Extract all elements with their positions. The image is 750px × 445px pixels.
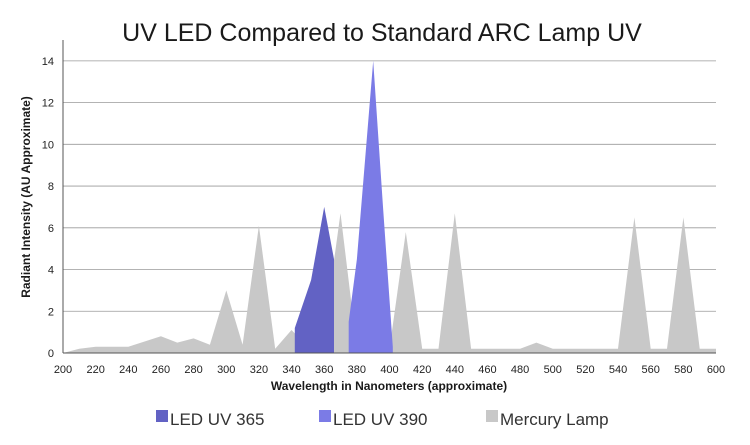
- x-tick-label: 560: [642, 364, 660, 376]
- legend-label-led-uv-365: LED UV 365: [170, 410, 265, 429]
- y-tick-label: 8: [48, 181, 54, 193]
- x-tick-label: 540: [609, 364, 627, 376]
- x-tick-label: 320: [250, 364, 268, 376]
- axes: [62, 40, 716, 354]
- x-tick-label: 520: [576, 364, 594, 376]
- series-led-uv-390: [348, 60, 393, 354]
- x-tick-label: 380: [348, 364, 366, 376]
- x-tick-label: 200: [54, 364, 72, 376]
- legend-swatch-led-uv-390: [319, 410, 331, 422]
- x-tick-label: 580: [674, 364, 692, 376]
- series-led-uv-365: [294, 206, 334, 353]
- grid: [63, 60, 716, 312]
- legend-swatch-led-uv-365: [156, 410, 168, 422]
- y-tick-label: 0: [48, 348, 54, 360]
- x-tick-label: 400: [380, 364, 398, 376]
- x-tick-label: 460: [478, 364, 496, 376]
- x-tick-label: 340: [282, 364, 300, 376]
- x-tick-label: 600: [707, 364, 725, 376]
- legend-item-mercury-lamp: Mercury Lamp: [486, 410, 609, 429]
- x-axis-label: Wavelength in Nanometers (approximate): [271, 379, 507, 393]
- y-tick-label: 2: [48, 306, 54, 318]
- x-tick-labels: 200 220 240 260 280 300 320 340 360 380 400 420 440 4…: [54, 364, 725, 376]
- x-tick-label: 220: [86, 364, 104, 376]
- legend-swatch-mercury-lamp: [486, 410, 498, 422]
- legend-item-led-uv-390: LED UV 390: [319, 410, 428, 429]
- chart-title: UV LED Compared to Standard ARC Lamp UV: [122, 19, 642, 47]
- y-tick-label: 10: [42, 139, 54, 151]
- x-tick-label: 440: [446, 364, 464, 376]
- x-tick-label: 480: [511, 364, 529, 376]
- y-tick-label: 12: [42, 98, 54, 110]
- x-tick-label: 420: [413, 364, 431, 376]
- y-tick-labels: 0 2 4 6 8 10 12 14: [42, 56, 54, 360]
- x-tick-label: 280: [184, 364, 202, 376]
- x-tick-label: 500: [544, 364, 562, 376]
- x-tick-label: 240: [119, 364, 137, 376]
- y-tick-label: 14: [42, 56, 54, 68]
- y-tick-label: 4: [48, 265, 54, 277]
- x-tick-label: 260: [152, 364, 170, 376]
- y-tick-label: 6: [48, 223, 54, 235]
- legend-item-led-uv-365: LED UV 365: [156, 410, 265, 429]
- legend: LED UV 365 LED UV 390 Mercury Lamp: [156, 410, 609, 429]
- y-axis-label: Radiant Intensity (AU Approximate): [19, 96, 33, 298]
- series-mercury-lamp: [63, 213, 716, 353]
- legend-label-led-uv-390: LED UV 390: [333, 410, 428, 429]
- legend-label-mercury-lamp: Mercury Lamp: [500, 410, 609, 429]
- x-tick-label: 360: [315, 364, 333, 376]
- series-area: [63, 60, 716, 354]
- x-tick-label: 300: [217, 364, 235, 376]
